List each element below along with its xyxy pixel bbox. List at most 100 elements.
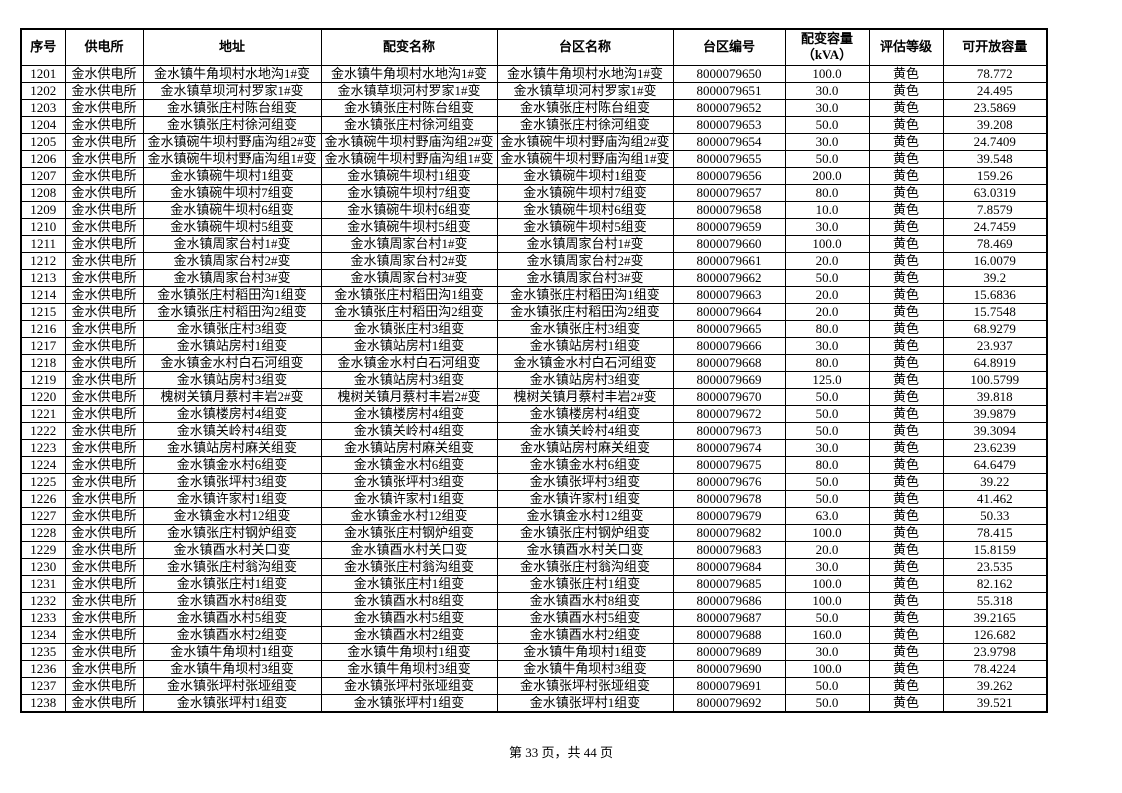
table-cell-6: 20.0 bbox=[784, 302, 870, 321]
table-cell-2: 金水镇碗牛坝村野庙沟组2#变 bbox=[142, 132, 322, 151]
table-cell-2: 金水镇楼房村4组变 bbox=[142, 404, 322, 423]
table-cell-1: 金水供电所 bbox=[64, 81, 144, 100]
table-cell-3: 金水镇站房村3组变 bbox=[320, 370, 498, 389]
table-cell-3: 金水镇碗牛坝村1组变 bbox=[320, 166, 498, 185]
table-cell-8: 39.2165 bbox=[942, 608, 1048, 627]
table-cell-4: 金水镇牛角坝村水地沟1#变 bbox=[496, 64, 674, 83]
table-cell-1: 金水供电所 bbox=[64, 370, 144, 389]
table-cell-8: 64.6479 bbox=[942, 455, 1048, 474]
table-cell-5: 8000079685 bbox=[672, 574, 786, 593]
table-row: 1233 金水供电所 金水镇酉水村5组变 金水镇酉水村5组变 金水镇酉水村5组变 8000… bbox=[20, 608, 1048, 627]
table-cell-0: 1233 bbox=[20, 608, 66, 627]
table-cell-1: 金水供电所 bbox=[64, 183, 144, 202]
table-cell-4: 金水镇张庄村钢炉组变 bbox=[496, 523, 674, 542]
table-cell-8: 23.6239 bbox=[942, 438, 1048, 457]
table-cell-1: 金水供电所 bbox=[64, 455, 144, 474]
table-cell-1: 金水供电所 bbox=[64, 251, 144, 270]
table-cell-2: 金水镇张庄村钢炉组变 bbox=[142, 523, 322, 542]
table-cell-3: 金水镇金水村12组变 bbox=[320, 506, 498, 525]
table-cell-6: 20.0 bbox=[784, 540, 870, 559]
table-cell-7: 黄色 bbox=[868, 370, 944, 389]
table-cell-1: 金水供电所 bbox=[64, 64, 144, 83]
table-cell-0: 1206 bbox=[20, 149, 66, 168]
table-cell-0: 1214 bbox=[20, 285, 66, 304]
table-cell-2: 金水镇张庄村翁沟组变 bbox=[142, 557, 322, 576]
table-cell-8: 23.9798 bbox=[942, 642, 1048, 661]
table-cell-5: 8000079651 bbox=[672, 81, 786, 100]
table-cell-3: 金水镇张庄村3组变 bbox=[320, 319, 498, 338]
table-cell-0: 1234 bbox=[20, 625, 66, 644]
table-row: 1202 金水供电所 金水镇草坝河村罗家1#变 金水镇草坝河村罗家1#变 金水镇草坝河村… bbox=[20, 81, 1048, 100]
table-row: 1235 金水供电所 金水镇牛角坝村1组变 金水镇牛角坝村1组变 金水镇牛角坝村1组变 8… bbox=[20, 642, 1048, 661]
table-cell-4: 金水镇金水村12组变 bbox=[496, 506, 674, 525]
table-cell-6: 50.0 bbox=[784, 421, 870, 440]
table-cell-3: 金水镇周家台村3#变 bbox=[320, 268, 498, 287]
table-cell-0: 1202 bbox=[20, 81, 66, 100]
table-row: 1204 金水供电所 金水镇张庄村徐河组变 金水镇张庄村徐河组变 金水镇张庄村徐河组变 8… bbox=[20, 115, 1048, 134]
table-cell-5: 8000079668 bbox=[672, 353, 786, 372]
table-cell-6: 50.0 bbox=[784, 608, 870, 627]
table-cell-7: 黄色 bbox=[868, 557, 944, 576]
table-cell-1: 金水供电所 bbox=[64, 166, 144, 185]
table-cell-8: 55.318 bbox=[942, 591, 1048, 610]
table-cell-0: 1218 bbox=[20, 353, 66, 372]
table-cell-8: 78.415 bbox=[942, 523, 1048, 542]
table-row: 1238 金水供电所 金水镇张坪村1组变 金水镇张坪村1组变 金水镇张坪村1组变 8000… bbox=[20, 693, 1048, 712]
table-cell-0: 1232 bbox=[20, 591, 66, 610]
table-cell-3: 金水镇碗牛坝村6组变 bbox=[320, 200, 498, 219]
table-cell-6: 30.0 bbox=[784, 132, 870, 151]
table-cell-7: 黄色 bbox=[868, 149, 944, 168]
table-cell-2: 金水镇碗牛坝村1组变 bbox=[142, 166, 322, 185]
table-cell-4: 金水镇张庄村陈台组变 bbox=[496, 98, 674, 117]
table-cell-2: 金水镇牛角坝村水地沟1#变 bbox=[142, 64, 322, 83]
table-cell-5: 8000079692 bbox=[672, 693, 786, 712]
table-cell-5: 8000079691 bbox=[672, 676, 786, 695]
table-row: 1211 金水供电所 金水镇周家台村1#变 金水镇周家台村1#变 金水镇周家台村1#变 8… bbox=[20, 234, 1048, 253]
table-cell-2: 金水镇关岭村4组变 bbox=[142, 421, 322, 440]
table-cell-4: 金水镇周家台村3#变 bbox=[496, 268, 674, 287]
table-cell-2: 金水镇酉水村8组变 bbox=[142, 591, 322, 610]
table-cell-1: 金水供电所 bbox=[64, 642, 144, 661]
table-cell-3: 金水镇张庄村陈台组变 bbox=[320, 98, 498, 117]
table-cell-1: 金水供电所 bbox=[64, 115, 144, 134]
table-cell-3: 金水镇酉水村关口变 bbox=[320, 540, 498, 559]
table-cell-4: 金水镇碗牛坝村野庙沟组2#变 bbox=[496, 132, 674, 151]
table-cell-5: 8000079673 bbox=[672, 421, 786, 440]
table-cell-7: 黄色 bbox=[868, 319, 944, 338]
table-cell-6: 100.0 bbox=[784, 574, 870, 593]
table-cell-7: 黄色 bbox=[868, 302, 944, 321]
table-cell-5: 8000079684 bbox=[672, 557, 786, 576]
table-cell-2: 金水镇碗牛坝村5组变 bbox=[142, 217, 322, 236]
table-cell-6: 50.0 bbox=[784, 268, 870, 287]
table-cell-3: 金水镇金水村6组变 bbox=[320, 455, 498, 474]
table-cell-3: 金水镇草坝河村罗家1#变 bbox=[320, 81, 498, 100]
table-row: 1217 金水供电所 金水镇站房村1组变 金水镇站房村1组变 金水镇站房村1组变 8000… bbox=[20, 336, 1048, 355]
table-cell-6: 125.0 bbox=[784, 370, 870, 389]
table-cell-7: 黄色 bbox=[868, 574, 944, 593]
table-cell-0: 1215 bbox=[20, 302, 66, 321]
table-cell-0: 1208 bbox=[20, 183, 66, 202]
table-cell-7: 黄色 bbox=[868, 659, 944, 678]
table-cell-2: 金水镇张庄村3组变 bbox=[142, 319, 322, 338]
table-cell-8: 39.262 bbox=[942, 676, 1048, 695]
table-cell-8: 50.33 bbox=[942, 506, 1048, 525]
table-cell-1: 金水供电所 bbox=[64, 506, 144, 525]
table-cell-5: 8000079658 bbox=[672, 200, 786, 219]
table-cell-5: 8000079662 bbox=[672, 268, 786, 287]
table-cell-8: 24.7459 bbox=[942, 217, 1048, 236]
table-cell-5: 8000079689 bbox=[672, 642, 786, 661]
table-row: 1205 金水供电所 金水镇碗牛坝村野庙沟组2#变 金水镇碗牛坝村野庙沟组2#变 金水镇… bbox=[20, 132, 1048, 151]
table-cell-7: 黄色 bbox=[868, 353, 944, 372]
table-cell-7: 黄色 bbox=[868, 676, 944, 695]
table-cell-1: 金水供电所 bbox=[64, 676, 144, 695]
table-cell-1: 金水供电所 bbox=[64, 523, 144, 542]
table-cell-3: 金水镇周家台村1#变 bbox=[320, 234, 498, 253]
table-cell-6: 30.0 bbox=[784, 642, 870, 661]
table-cell-5: 8000079672 bbox=[672, 404, 786, 423]
table-cell-8: 24.7409 bbox=[942, 132, 1048, 151]
table-cell-6: 50.0 bbox=[784, 149, 870, 168]
column-header-1: 供电所 bbox=[64, 28, 144, 66]
table-cell-0: 1227 bbox=[20, 506, 66, 525]
table-cell-7: 黄色 bbox=[868, 642, 944, 661]
table-cell-1: 金水供电所 bbox=[64, 472, 144, 491]
